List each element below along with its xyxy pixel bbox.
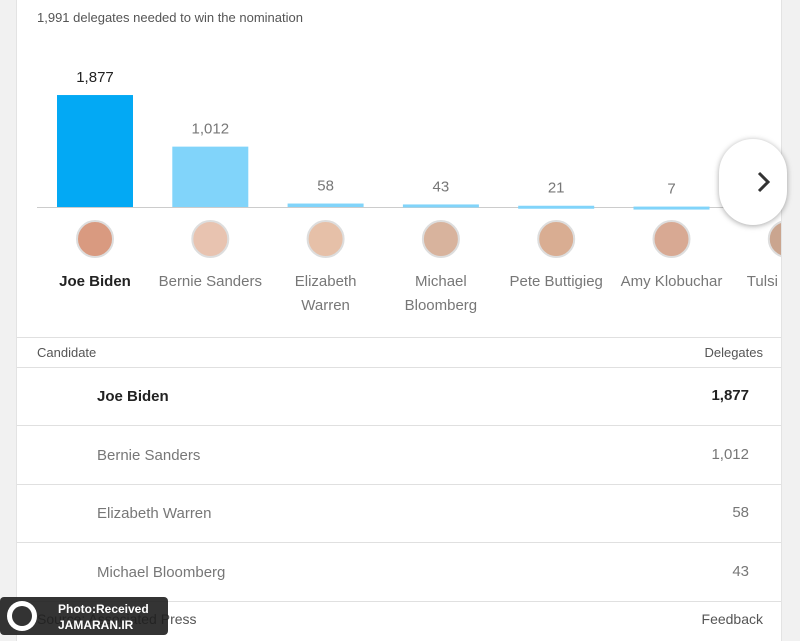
bar bbox=[287, 203, 364, 207]
candidate-name: Bernie Sanders bbox=[158, 273, 262, 290]
next-button[interactable] bbox=[719, 139, 787, 225]
delegate-count: 1,012 bbox=[711, 445, 749, 463]
divider bbox=[17, 367, 781, 368]
value-label: 7 bbox=[667, 181, 675, 198]
results-card: 1,991 delegates needed to win the nomina… bbox=[16, 0, 782, 641]
bar bbox=[518, 205, 595, 209]
table-header: Candidate bbox=[37, 345, 97, 360]
bar bbox=[633, 206, 710, 210]
candidate-name: Joe Biden bbox=[97, 388, 169, 405]
delegate-count: 1,877 bbox=[711, 387, 749, 404]
bar bbox=[402, 204, 479, 208]
avatar bbox=[76, 220, 114, 258]
candidate-name: Pete Buttigieg bbox=[509, 273, 603, 290]
subtitle: 1,991 delegates needed to win the nomina… bbox=[37, 10, 303, 25]
divider bbox=[17, 337, 781, 338]
divider bbox=[17, 425, 781, 426]
candidate-name: Amy Klobuchar bbox=[620, 273, 723, 290]
bar bbox=[172, 146, 249, 207]
candidate-name: Joe Biden bbox=[59, 273, 131, 290]
table-header: Delegates bbox=[704, 345, 763, 360]
value-label: 58 bbox=[317, 178, 334, 195]
value-label: 43 bbox=[433, 178, 450, 195]
candidate-name: Tulsi G bbox=[746, 273, 781, 290]
watermark-text: Photo:Received bbox=[58, 602, 149, 616]
avatar bbox=[306, 220, 345, 258]
avatar bbox=[767, 220, 781, 258]
value-label: 1,877 bbox=[76, 69, 114, 86]
avatar bbox=[537, 220, 576, 258]
delegate-count: 58 bbox=[732, 504, 749, 522]
watermark: Photo:Received JAMARAN.IR bbox=[0, 597, 168, 635]
candidate-name: Bernie Sanders bbox=[97, 446, 201, 464]
divider bbox=[17, 542, 781, 544]
delegate-count: 43 bbox=[732, 562, 749, 580]
divider bbox=[17, 600, 781, 602]
avatar bbox=[191, 220, 230, 258]
value-label: 21 bbox=[548, 180, 565, 197]
candidate-name: Elizabeth Warren bbox=[97, 505, 212, 523]
chart: 1,877 1,012 58 43 21 7 bbox=[37, 69, 781, 258]
divider bbox=[17, 483, 781, 485]
avatar bbox=[652, 220, 691, 258]
candidate-name: Elizabeth Warren bbox=[294, 273, 357, 314]
bar bbox=[57, 95, 133, 207]
watermark-text: JAMARAN.IR bbox=[58, 618, 134, 632]
candidate-name: Michael Bloomberg bbox=[404, 273, 478, 314]
avatar bbox=[421, 220, 460, 258]
candidate-name: Michael Bloomberg bbox=[97, 563, 226, 581]
watermark-logo bbox=[7, 601, 37, 631]
value-label: 1,012 bbox=[192, 121, 230, 138]
feedback-link[interactable]: Feedback bbox=[701, 611, 763, 627]
chevron bbox=[757, 171, 771, 193]
